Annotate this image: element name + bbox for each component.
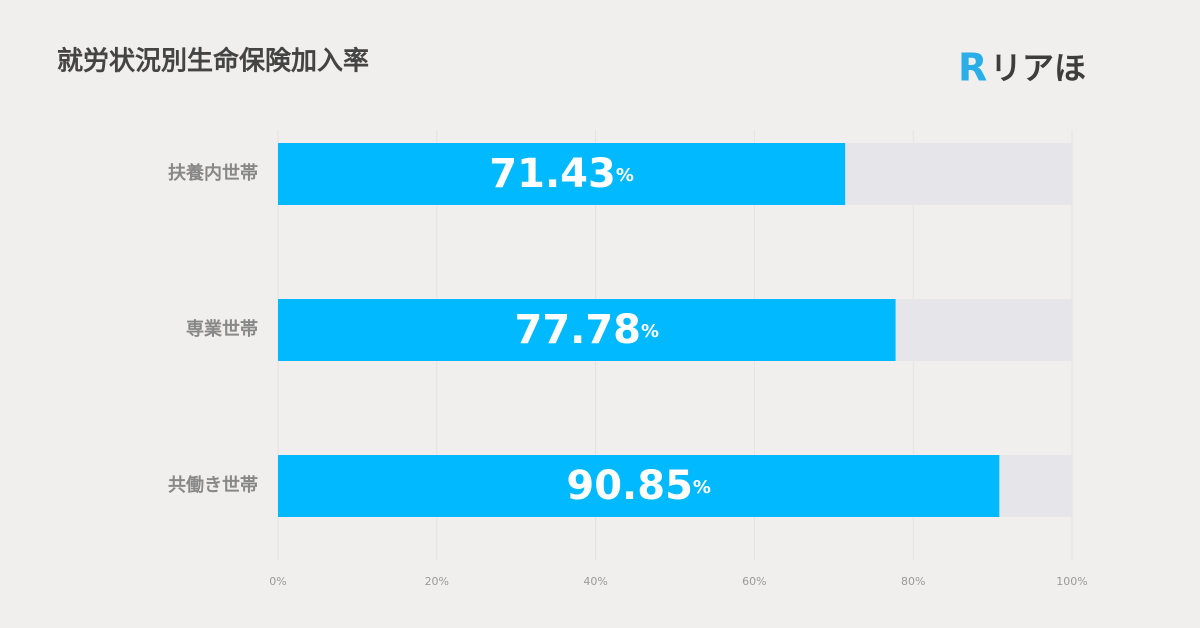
category-label: 共働き世帯 — [168, 474, 258, 496]
bar — [278, 299, 896, 361]
x-tick-label: 40% — [583, 575, 607, 588]
bar — [278, 455, 1000, 517]
x-tick-label: 20% — [425, 575, 449, 588]
value-label: 90.85% — [566, 463, 711, 509]
value-label: 77.78% — [514, 307, 659, 353]
category-label: 扶養内世帯 — [168, 162, 258, 184]
chart-title: 就労状況別生命保険加入率 — [57, 46, 369, 77]
x-tick-label: 60% — [742, 575, 766, 588]
x-tick-label: 0% — [269, 575, 286, 588]
category-label: 専業世帯 — [186, 318, 258, 340]
logo-text: リアほ — [990, 49, 1086, 87]
bar — [278, 143, 846, 205]
x-tick-label: 100% — [1056, 575, 1087, 588]
value-label: 71.43% — [489, 151, 634, 197]
logo-mark: R — [958, 46, 987, 90]
x-tick-label: 80% — [901, 575, 925, 588]
